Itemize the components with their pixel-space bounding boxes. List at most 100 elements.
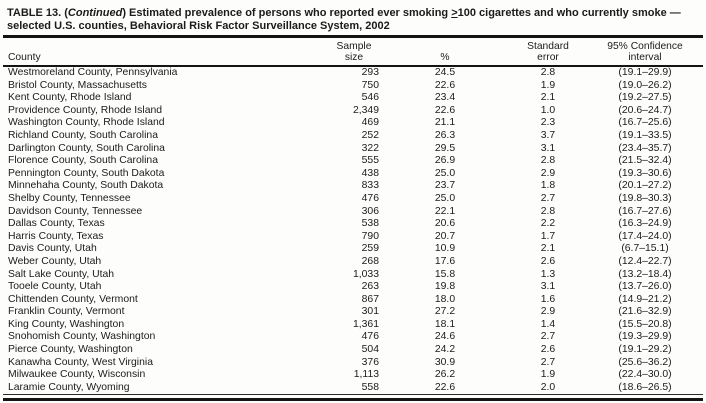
header-standard-error-line2: error <box>537 52 559 63</box>
county-cell: Washington County, Rhode Island <box>8 117 165 129</box>
confidence-interval-cell: (23.4–35.7) <box>618 142 672 154</box>
percent-cell: 25.0 <box>434 192 456 204</box>
title-text: TABLE 13. ( <box>7 7 68 19</box>
confidence-interval-cell: (19.3–30.6) <box>618 167 672 179</box>
table-row: Davis County, Utah 259 10.9 2.1 (6.7–15.… <box>3 243 703 256</box>
standard-error-cell: 2.9 <box>540 167 556 179</box>
percent-cell: 10.9 <box>434 243 456 255</box>
standard-error-cell: 2.2 <box>540 218 556 230</box>
table-row: Shelby County, Tennessee 476 25.0 2.7 (1… <box>3 193 703 206</box>
sample-size-cell: 833 <box>361 180 379 192</box>
county-cell: Kanawha County, West Virginia <box>8 356 153 368</box>
standard-error-cell: 2.7 <box>540 331 556 343</box>
table-row: Weber County, Utah 268 17.6 2.6 (12.4–22… <box>3 256 703 269</box>
confidence-interval-cell: (13.7–26.0) <box>618 281 672 293</box>
sample-size-cell: 2,349 <box>352 104 379 116</box>
county-cell: Florence County, South Carolina <box>8 155 158 167</box>
standard-error-cell: 2.1 <box>540 243 556 255</box>
county-cell: King County, Washington <box>8 318 125 330</box>
confidence-interval-cell: (6.7–15.1) <box>621 243 669 255</box>
sample-size-cell: 1,033 <box>352 268 379 280</box>
sample-size-cell: 504 <box>361 344 379 356</box>
table-row: Harris County, Texas 790 20.7 1.7 (17.4–… <box>3 231 703 244</box>
table-row: Tooele County, Utah 263 19.8 3.1 (13.7–2… <box>3 281 703 294</box>
sample-size-cell: 546 <box>361 92 379 104</box>
sample-size-cell: 301 <box>361 306 379 318</box>
sample-size-cell: 558 <box>361 381 379 393</box>
table-row: Pierce County, Washington 504 24.2 2.6 (… <box>3 344 703 357</box>
sample-size-cell: 263 <box>361 281 379 293</box>
sample-size-cell: 1,361 <box>352 318 379 330</box>
county-cell: Bristol County, Massachusetts <box>8 79 147 91</box>
percent-cell: 23.4 <box>434 92 456 104</box>
county-cell: Snohomish County, Washington <box>8 331 156 343</box>
percent-cell: 15.8 <box>434 268 456 280</box>
county-cell: Franklin County, Vermont <box>8 306 125 318</box>
header-percent: % <box>381 38 509 67</box>
confidence-interval-cell: (20.1–27.2) <box>618 180 672 192</box>
percent-cell: 26.2 <box>434 369 456 381</box>
standard-error-cell: 2.3 <box>540 117 556 129</box>
table-title: TABLE 13. (Continued) Estimated prevalen… <box>3 7 703 38</box>
standard-error-cell: 1.7 <box>540 230 556 242</box>
table-row: Laramie County, Wyoming 558 22.6 2.0 (18… <box>3 382 703 395</box>
confidence-interval-cell: (22.4–30.0) <box>618 369 672 381</box>
header-sample-size-line1: Sample <box>336 41 372 52</box>
county-cell: Davis County, Utah <box>8 243 97 255</box>
percent-cell: 26.9 <box>434 155 456 167</box>
confidence-interval-cell: (18.6–26.5) <box>618 381 672 393</box>
county-cell: Salt Lake County, Utah <box>8 268 115 280</box>
sample-size-cell: 750 <box>361 79 379 91</box>
percent-cell: 23.7 <box>434 180 456 192</box>
table-row: Florence County, South Carolina 555 26.9… <box>3 155 703 168</box>
header-confidence-interval-line1: 95% Confidence <box>607 41 683 52</box>
county-cell: Chittenden County, Vermont <box>8 293 138 305</box>
table-header: County Sample size % Standard error 95% … <box>3 38 703 67</box>
table-row: Darlington County, South Carolina 322 29… <box>3 143 703 156</box>
confidence-interval-cell: (21.6–32.9) <box>618 306 672 318</box>
table-row: Snohomish County, Washington 476 24.6 2.… <box>3 331 703 344</box>
percent-cell: 21.1 <box>434 117 456 129</box>
standard-error-cell: 3.1 <box>540 281 556 293</box>
table-row: Kent County, Rhode Island 546 23.4 2.1 (… <box>3 92 703 105</box>
confidence-interval-cell: (19.1–33.5) <box>618 129 672 141</box>
confidence-interval-cell: (16.3–24.9) <box>618 218 672 230</box>
percent-cell: 24.2 <box>434 344 456 356</box>
standard-error-cell: 2.0 <box>540 381 556 393</box>
header-sample-size-line2: size <box>344 52 364 63</box>
table-row: Salt Lake County, Utah 1,033 15.8 1.3 (1… <box>3 269 703 282</box>
confidence-interval-cell: (16.7–27.6) <box>618 205 672 217</box>
confidence-interval-cell: (19.2–27.5) <box>618 92 672 104</box>
table-row: Richland County, South Carolina 252 26.3… <box>3 130 703 143</box>
table-title-line1: TABLE 13. (Continued) Estimated prevalen… <box>7 7 703 20</box>
table-title-line2: selected U.S. counties, Behavioral Risk … <box>7 20 390 32</box>
sample-size-cell: 252 <box>361 129 379 141</box>
county-cell: Milwaukee County, Wisconsin <box>8 369 146 381</box>
sample-size-cell: 1,113 <box>353 369 379 381</box>
percent-cell: 26.3 <box>434 129 456 141</box>
table-row: Franklin County, Vermont 301 27.2 2.9 (2… <box>3 306 703 319</box>
sample-size-cell: 376 <box>361 356 379 368</box>
bottom-rule <box>3 398 703 402</box>
table-row: Kanawha County, West Virginia 376 30.9 2… <box>3 357 703 370</box>
title-text: 100 cigarettes and who currently smoke — <box>457 7 681 19</box>
confidence-interval-cell: (19.3–29.9) <box>618 331 672 343</box>
county-cell: Richland County, South Carolina <box>8 129 158 141</box>
table-row: Chittenden County, Vermont 867 18.0 1.6 … <box>3 294 703 307</box>
header-sample-size: Sample size <box>327 38 381 67</box>
county-cell: Westmoreland County, Pennsylvania <box>8 67 178 78</box>
title-continued-label: Continued <box>67 7 123 19</box>
table-row: Bristol County, Massachusetts 750 22.6 1… <box>3 80 703 93</box>
confidence-interval-cell: (19.8–30.3) <box>618 192 672 204</box>
standard-error-cell: 2.8 <box>540 67 556 78</box>
sample-size-cell: 476 <box>361 331 379 343</box>
county-cell: Pennington County, South Dakota <box>8 167 165 179</box>
county-cell: Dallas County, Texas <box>8 218 105 230</box>
standard-error-cell: 2.8 <box>540 205 556 217</box>
standard-error-cell: 1.9 <box>540 369 556 381</box>
percent-cell: 20.6 <box>434 218 456 230</box>
standard-error-cell: 2.6 <box>540 255 556 267</box>
sample-size-cell: 268 <box>361 255 379 267</box>
table-body: Westmoreland County, Pennsylvania 293 24… <box>3 66 703 395</box>
